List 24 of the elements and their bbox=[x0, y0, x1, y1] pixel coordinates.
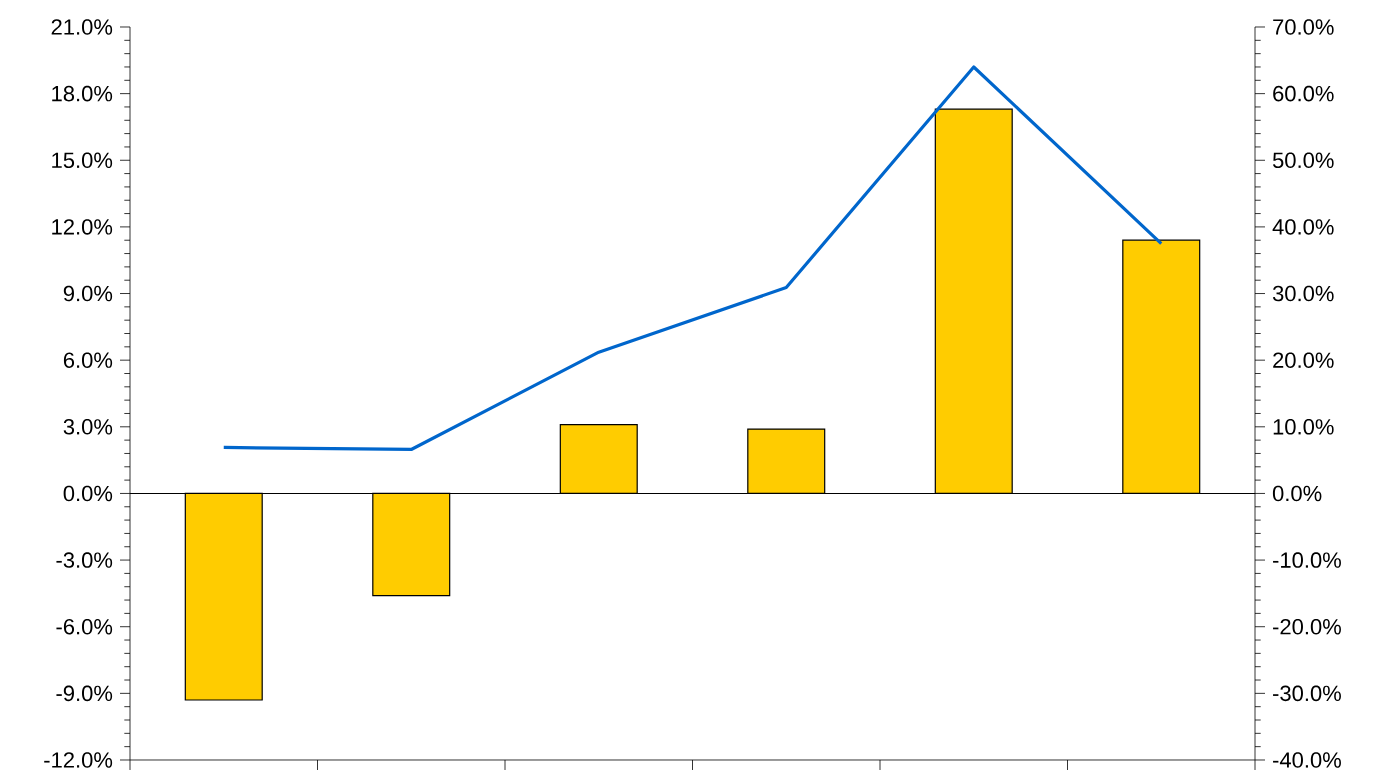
y2-tick-label: 30.0% bbox=[1272, 285, 1334, 302]
y-tick-label: -12.0% bbox=[44, 752, 113, 768]
y-tick-label: -3.0% bbox=[56, 552, 113, 569]
y-tick-label: -6.0% bbox=[56, 619, 113, 635]
y2-tick-label: 70.0% bbox=[1273, 19, 1334, 35]
y2-tick-label: -10.0% bbox=[1273, 552, 1341, 569]
y-tick-label: 3.0% bbox=[63, 419, 113, 435]
y-tick-label: 12.0% bbox=[52, 219, 113, 235]
y2-tick-label: 20.0% bbox=[1273, 352, 1334, 369]
y-tick-label: 18.0% bbox=[52, 86, 113, 102]
y2-tick-label: -30.0% bbox=[1273, 685, 1341, 702]
y2-tick-label: -40.0% bbox=[1273, 752, 1341, 768]
y2-tick-label: 0.0% bbox=[1272, 485, 1322, 502]
y-tick-label: 15.0% bbox=[52, 152, 113, 169]
y2-tick-label: 50.0% bbox=[1272, 152, 1334, 169]
y-tick-label: -9.0% bbox=[56, 685, 113, 702]
y2-tick-label: 10.0% bbox=[1273, 419, 1334, 435]
y2-tick-label: 60.0% bbox=[1273, 86, 1334, 102]
y-tick-label: 0.0% bbox=[63, 485, 113, 502]
y-tick-label: 9.0% bbox=[63, 285, 113, 302]
y-tick-label: 21.0% bbox=[51, 19, 113, 35]
y2-tick-label: -20.0% bbox=[1273, 619, 1341, 635]
y2-tick-label: 40.0% bbox=[1272, 219, 1334, 235]
y-tick-label: 6.0% bbox=[63, 352, 113, 369]
